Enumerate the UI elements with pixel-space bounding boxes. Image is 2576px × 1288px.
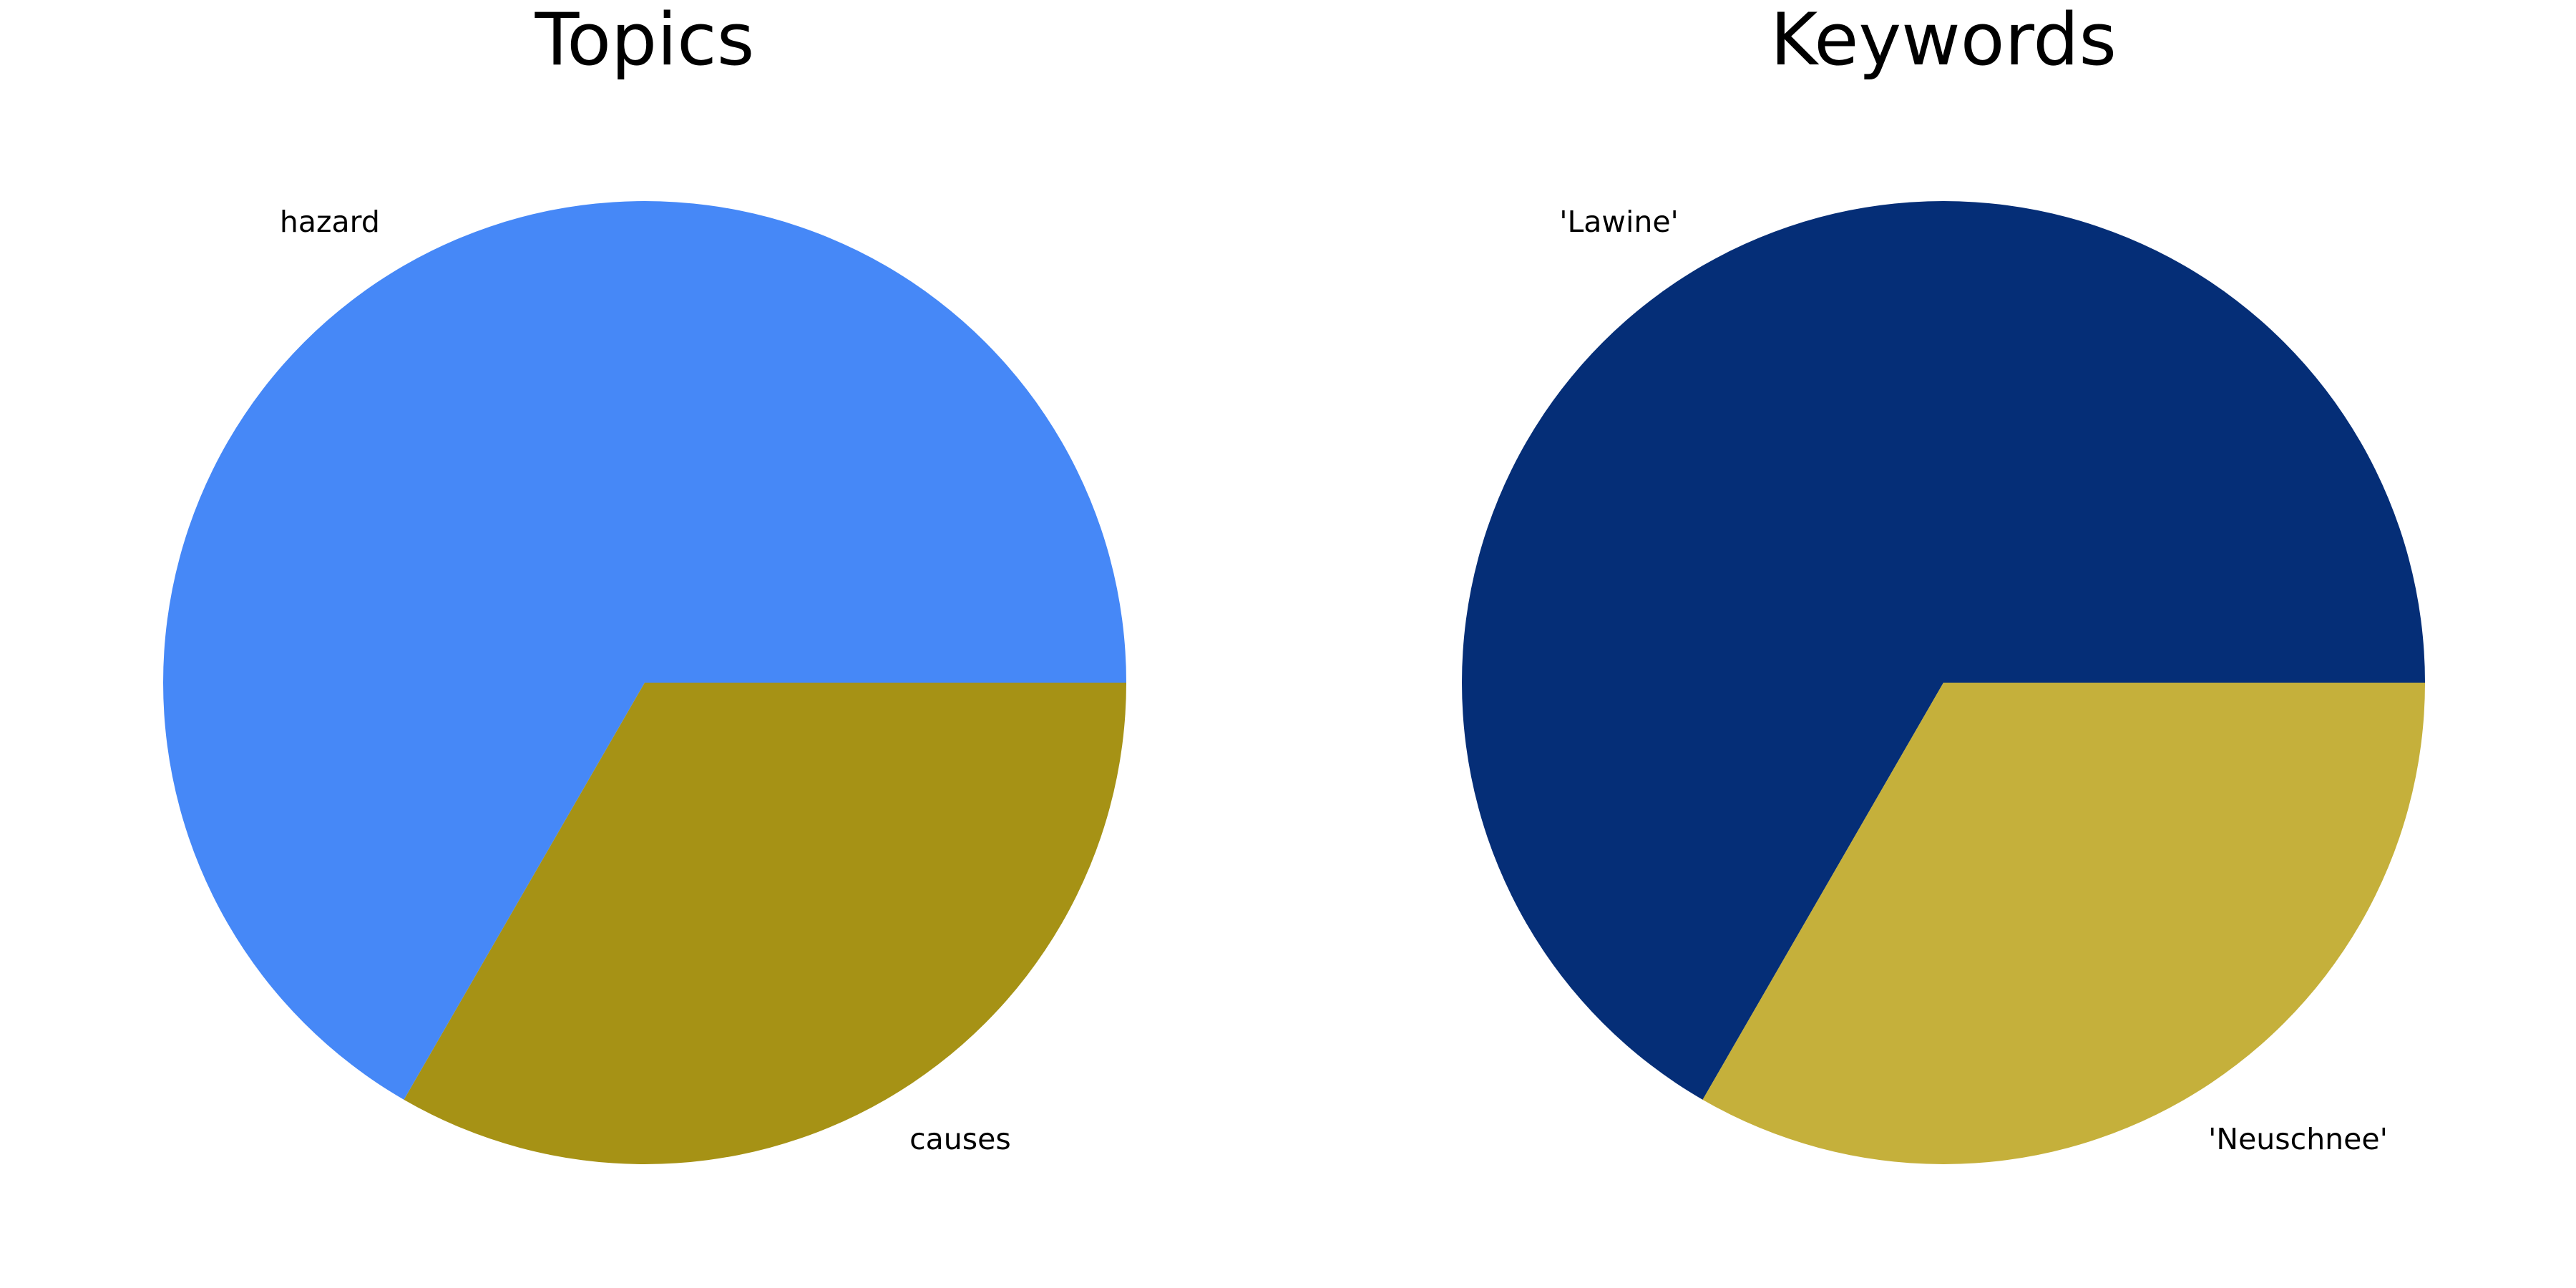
keywords-pie-chart: Keywords 'Lawine' 'Neuschnee' (1462, 0, 2425, 1164)
slice-label-hazard: hazard (280, 205, 380, 239)
topics-chart-title: Topics (535, 0, 755, 82)
slice-label-neuschnee: 'Neuschnee' (2208, 1122, 2388, 1156)
pie-slice-causes (404, 683, 1126, 1164)
topics-slice-labels: hazard causes (280, 205, 1011, 1156)
keywords-chart-title: Keywords (1770, 0, 2117, 82)
pie-slice-hazard (163, 200, 1126, 1100)
slice-label-causes: causes (909, 1122, 1011, 1156)
slice-label-lawine: 'Lawine' (1559, 205, 1679, 239)
pie-slice-lawine (1462, 200, 2425, 1100)
keywords-slices (1462, 200, 2425, 1164)
topics-pie-chart: Topics hazard causes (163, 0, 1126, 1164)
pie-slice-neuschnee (1702, 683, 2425, 1164)
topics-slices (163, 200, 1126, 1164)
keywords-slice-labels: 'Lawine' 'Neuschnee' (1559, 205, 2388, 1156)
